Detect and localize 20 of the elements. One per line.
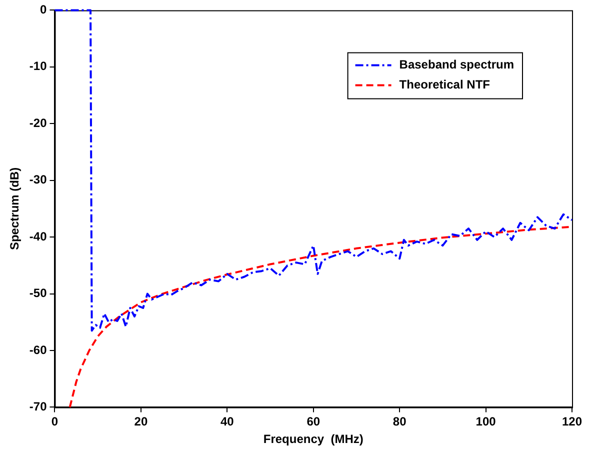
line-series xyxy=(54,9,573,332)
y-tick-label: -50 xyxy=(29,286,48,300)
x-tick-label: 100 xyxy=(476,414,496,429)
y-tick-label: -70 xyxy=(29,400,48,414)
y-tick-label: -60 xyxy=(29,342,48,357)
x-tick-label: 40 xyxy=(220,414,234,429)
x-tick-label: 0 xyxy=(51,414,58,429)
y-tick-label: -40 xyxy=(29,229,48,244)
x-tick-label: 120 xyxy=(562,414,582,429)
x-tick-label: 60 xyxy=(306,414,320,429)
y-tick-label: -10 xyxy=(29,59,48,74)
legend-label: Theoretical NTF xyxy=(399,78,490,92)
y-tick-label: 0 xyxy=(40,2,48,17)
y-axis-title: Spectrum (dB) xyxy=(8,167,22,250)
y-tick-label: -30 xyxy=(29,172,48,187)
y-tick-label: -20 xyxy=(29,116,48,130)
x-axis-title: Frequency (MHz) xyxy=(263,432,364,446)
x-tick-label: 80 xyxy=(392,414,407,429)
legend-label: Baseband spectrum xyxy=(399,58,514,72)
x-tick-label: 20 xyxy=(134,414,148,429)
